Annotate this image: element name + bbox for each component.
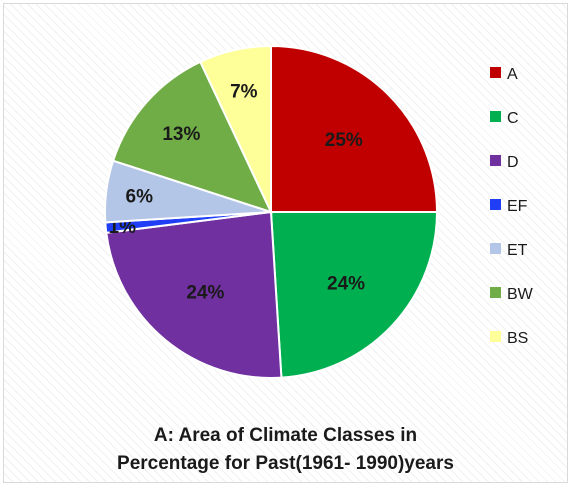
data-label-et: 6% xyxy=(126,186,154,207)
legend-swatch-a xyxy=(490,67,501,78)
chart-title: A: Area of Climate Classes in Percentage… xyxy=(0,422,571,478)
legend-swatch-d xyxy=(490,155,501,166)
chart-title-line-1: A: Area of Climate Classes in xyxy=(153,425,418,446)
legend-label-a: A xyxy=(507,66,518,83)
chart-title-line-2: Percentage for Past(1961- 1990)years xyxy=(117,453,454,474)
legend-label-bw: BW xyxy=(507,286,534,303)
pie-slice-a xyxy=(270,44,439,213)
legend-label-c: C xyxy=(507,110,519,127)
data-label-c: 24% xyxy=(327,273,365,294)
legend-label-d: D xyxy=(507,154,519,171)
legend-swatch-c xyxy=(490,111,501,122)
data-label-d: 24% xyxy=(186,282,224,303)
legend-label-et: ET xyxy=(507,242,528,259)
legend-swatch-bw xyxy=(490,287,501,298)
pie-slice-d xyxy=(105,210,283,379)
legend-label-bs: BS xyxy=(507,330,528,347)
pie-slice-bs xyxy=(198,44,272,213)
pie-slice-c xyxy=(269,211,439,379)
data-label-a: 25% xyxy=(325,130,363,151)
data-label-bw: 13% xyxy=(162,124,200,145)
pie-slice-bw xyxy=(111,60,273,214)
legend-label-ef: EF xyxy=(507,198,528,215)
legend-swatch-bs xyxy=(490,331,501,342)
data-label-bs: 7% xyxy=(230,81,258,102)
legend-swatch-et xyxy=(490,243,501,254)
legend-swatch-ef xyxy=(490,199,501,210)
